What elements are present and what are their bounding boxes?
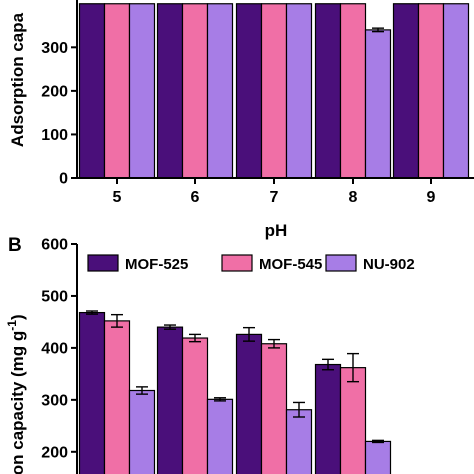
panel-b-bar-mof-545-ph7 <box>260 343 288 474</box>
panel-b-y-tick-label-600: 600 <box>41 237 68 254</box>
panel-a-y-tick-label-300: 300 <box>41 40 68 57</box>
panel-b-bar-mof-525-ph5 <box>78 311 106 474</box>
panel-a-x-axis-title: pH <box>265 221 288 240</box>
panel-a-bar-nu-902-ph7 <box>285 3 313 179</box>
panel-a: 0 100 200 300 5 6 7 8 9 pH Adsorption capa <box>8 0 474 240</box>
panel-b-bar-nu-902-ph6 <box>206 398 234 474</box>
panel-a-y-axis-title: Adsorption capa <box>8 12 27 147</box>
panel-b-y-axis-title-main: tion capacity (mg g <box>8 331 27 474</box>
panel-a-bar-nu-902-ph5 <box>128 3 156 179</box>
panel-a-bar-nu-902-ph8 <box>364 29 392 179</box>
panel-a-bar-mof-525-ph7 <box>235 3 263 179</box>
panel-b-y-tick-label-200: 200 <box>41 444 68 461</box>
panel-a-bar-nu-902-ph6 <box>206 3 234 179</box>
panel-a-bar-mof-525-ph6 <box>156 3 184 179</box>
panel-a-y-tick-label-0: 0 <box>59 171 68 188</box>
panel-b-y-tick-label-300: 300 <box>41 392 68 409</box>
panel-a-bar-mof-545-ph6 <box>181 3 209 179</box>
panel-b-y-tick-label-500: 500 <box>41 288 68 305</box>
panel-a-x-tick-label-5: 5 <box>113 189 122 206</box>
panel-b-y-tick-label-400: 400 <box>41 340 68 357</box>
panel-a-x-tick-label-6: 6 <box>191 189 200 206</box>
panel-b-y-axis-title-sup: -1 <box>5 320 19 331</box>
panel-a-bar-mof-525-ph8 <box>314 3 342 179</box>
legend-label-mof-525: MOF-525 <box>125 256 188 273</box>
panel-a-axes: 0 100 200 300 5 6 7 8 9 <box>41 0 474 206</box>
panel-b-bar-mof-545-ph8 <box>339 367 367 474</box>
panel-a-bar-mof-545-ph9 <box>417 3 445 179</box>
panel-b-label: B <box>8 235 22 256</box>
panel-a-y-tick-label-100: 100 <box>41 127 68 144</box>
panel-a-bar-mof-545-ph7 <box>260 3 288 179</box>
panel-b-bar-mof-545-ph6 <box>181 337 209 474</box>
legend-swatch-nu-902 <box>325 254 357 272</box>
panel-b-bars <box>78 310 392 474</box>
panel-a-bar-mof-545-ph5 <box>103 3 131 179</box>
panel-b-bar-nu-902-ph8 <box>364 440 392 474</box>
panel-b-bar-mof-545-ph5 <box>103 320 131 474</box>
panel-a-x-tick-label-7: 7 <box>270 189 279 206</box>
panel-a-bar-mof-545-ph8 <box>339 3 367 179</box>
panel-b-legend: MOF-525 MOF-545 NU-902 <box>87 254 415 273</box>
panel-b-y-axis-title: tion capacity (mg g-1) <box>5 314 27 474</box>
panel-b-axes: 200 300 400 500 600 <box>41 237 78 474</box>
panel-a-x-tick-label-8: 8 <box>349 189 358 206</box>
panel-b-bar-mof-525-ph8 <box>314 363 342 474</box>
panel-a-bars <box>78 3 470 179</box>
panel-b-bar-nu-902-ph5 <box>128 389 156 474</box>
legend-label-nu-902: NU-902 <box>363 256 415 273</box>
legend-swatch-mof-545 <box>221 254 253 272</box>
panel-a-bar-mof-525-ph9 <box>392 3 420 179</box>
panel-a-bar-mof-525-ph5 <box>78 3 106 179</box>
legend-label-mof-545: MOF-545 <box>259 256 322 273</box>
legend-swatch-mof-525 <box>87 254 119 272</box>
panel-b-bar-nu-902-ph7 <box>285 409 313 474</box>
panel-b: B 200 300 400 500 600 tion capacity (mg g-1)… <box>5 235 415 474</box>
panel-b-y-axis-title-end: ) <box>8 314 27 320</box>
panel-a-y-tick-label-200: 200 <box>41 83 68 100</box>
panel-a-x-tick-label-9: 9 <box>427 189 436 206</box>
panel-b-bar-mof-525-ph6 <box>156 326 184 474</box>
panel-a-bar-nu-902-ph9 <box>442 3 470 179</box>
panel-b-bar-mof-525-ph7 <box>235 333 263 474</box>
